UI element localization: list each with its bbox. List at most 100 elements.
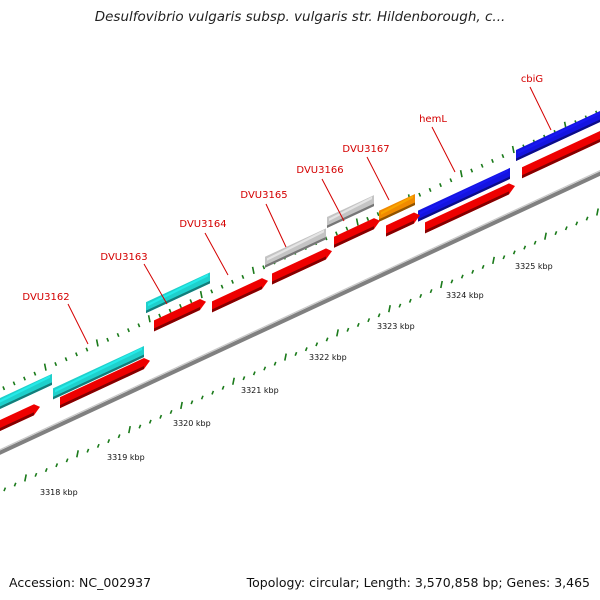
lower-tick: [138, 424, 142, 429]
upper-tick: [158, 313, 162, 318]
lower-tick: [440, 280, 443, 289]
map-title: Desulfovibrio vulgaris subsp. vulgaris s…: [94, 9, 506, 25]
lower-tick: [294, 351, 298, 357]
callout-line: [143, 263, 168, 305]
kbp-label: 3324 kbp: [446, 291, 484, 300]
gene-bar-cyan-1-shine: [0, 375, 50, 403]
upper-tick: [85, 347, 89, 352]
feature-track: [0, 110, 600, 431]
callout-line: [529, 86, 552, 131]
gene-bar-blue-2: [516, 110, 600, 162]
lower-tick: [450, 279, 454, 284]
cds-arrow-2-shade: [60, 366, 144, 409]
lower-tick: [408, 298, 412, 303]
callout-line: [431, 126, 456, 173]
callout-line: [265, 203, 287, 248]
upper-tick: [95, 339, 99, 347]
lower-tick: [44, 467, 48, 473]
lower-tick: [481, 264, 485, 269]
gene-label: DVU3165: [240, 190, 287, 201]
lower-tick: [232, 377, 235, 385]
lower-tick: [180, 401, 183, 410]
upper-tick: [459, 170, 463, 178]
gene-bar-grey-1: [265, 228, 326, 268]
gene-bar-grey-2-shade: [327, 203, 374, 228]
gene-bar-orange: [379, 194, 415, 222]
upper-tick: [189, 299, 193, 304]
gene-bar-orange-shine: [381, 195, 413, 215]
lower-tick: [502, 255, 506, 260]
gene-label: DVU3162: [22, 292, 69, 303]
cds-arrow-9: [522, 130, 600, 179]
lower-tick: [200, 395, 204, 400]
upper-tick: [12, 381, 16, 386]
cds-arrow-3-shade: [154, 307, 200, 332]
lower-tick: [252, 371, 256, 376]
upper-tick: [106, 337, 110, 342]
lower-tick: [3, 487, 7, 492]
lower-tick: [55, 463, 59, 468]
gene-label: DVU3166: [296, 165, 343, 176]
gene-label: DVU3163: [100, 252, 147, 263]
lower-tick: [585, 216, 589, 221]
cds-arrow-5-shade: [272, 256, 326, 285]
upper-tick: [147, 315, 151, 323]
upper-tick: [241, 274, 245, 280]
upper-tick: [43, 363, 47, 371]
lower-tick: [273, 361, 277, 366]
callout-line: [321, 178, 345, 222]
gene-bar-blue-2-shade: [516, 119, 600, 162]
gene-bar-cyan-2-shine: [55, 347, 142, 393]
kbp-label: 3325 kbp: [515, 262, 553, 271]
upper-tick: [511, 145, 515, 154]
lower-tick: [544, 232, 547, 240]
callout-line: [204, 232, 229, 276]
lower-tick: [13, 482, 17, 487]
gene-bar-blue-2-shine: [518, 111, 600, 155]
lower-tick: [460, 274, 464, 279]
upper-tick: [355, 218, 359, 226]
upper-tick: [345, 226, 349, 231]
kbp-label: 3323 kbp: [377, 322, 415, 331]
upper-tick: [33, 371, 37, 376]
cds-arrow-7-shade: [386, 220, 414, 237]
upper-tick: [335, 231, 338, 236]
gene-bar-grey-2-shine: [329, 196, 372, 221]
gene-label: DVU3167: [342, 144, 389, 155]
lower-tick: [419, 293, 423, 298]
backbone-axis: [0, 169, 600, 455]
gene-bar-blue-1: [418, 167, 510, 222]
kbp-label: 3318 kbp: [40, 488, 78, 497]
lower-tick: [377, 313, 381, 318]
cds-arrow-9-shade: [522, 138, 600, 179]
topology-summary: Topology: circular; Length: 3,570,858 bp…: [246, 575, 590, 590]
lower-tick: [596, 208, 599, 216]
gene-bar-cyan-3-shade: [146, 280, 210, 314]
upper-tick: [470, 168, 474, 173]
cds-arrow-2: [60, 358, 150, 409]
lower-tick: [221, 385, 225, 390]
upper-tick: [127, 328, 130, 333]
lower-tick: [169, 409, 173, 415]
gene-bar-grey-1-shade: [265, 236, 326, 268]
lower-tick: [159, 414, 163, 419]
gene-bar-cyan-2: [53, 346, 144, 400]
kbp-label: 3319 kbp: [107, 453, 145, 462]
lower-tick: [388, 305, 391, 313]
gene-label: cbiG: [521, 74, 543, 85]
lower-tick: [76, 450, 79, 458]
lower-tick: [34, 472, 38, 477]
upper-tick: [220, 284, 224, 289]
kbp-label: 3321 kbp: [241, 386, 279, 395]
cds-arrow-5: [272, 248, 332, 285]
upper-tick: [449, 178, 453, 183]
gene-bar-orange-shade: [379, 202, 415, 222]
upper-tick: [137, 323, 141, 328]
lower-tick: [356, 322, 360, 328]
gene-bar-cyan-1-shade: [0, 382, 52, 409]
lower-tick: [554, 231, 558, 236]
lower-tick: [471, 269, 475, 274]
lower-tick: [190, 400, 194, 405]
lower-tick: [429, 289, 433, 294]
